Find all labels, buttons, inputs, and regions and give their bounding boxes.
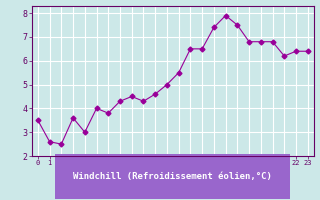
X-axis label: Windchill (Refroidissement éolien,°C): Windchill (Refroidissement éolien,°C): [73, 172, 272, 181]
